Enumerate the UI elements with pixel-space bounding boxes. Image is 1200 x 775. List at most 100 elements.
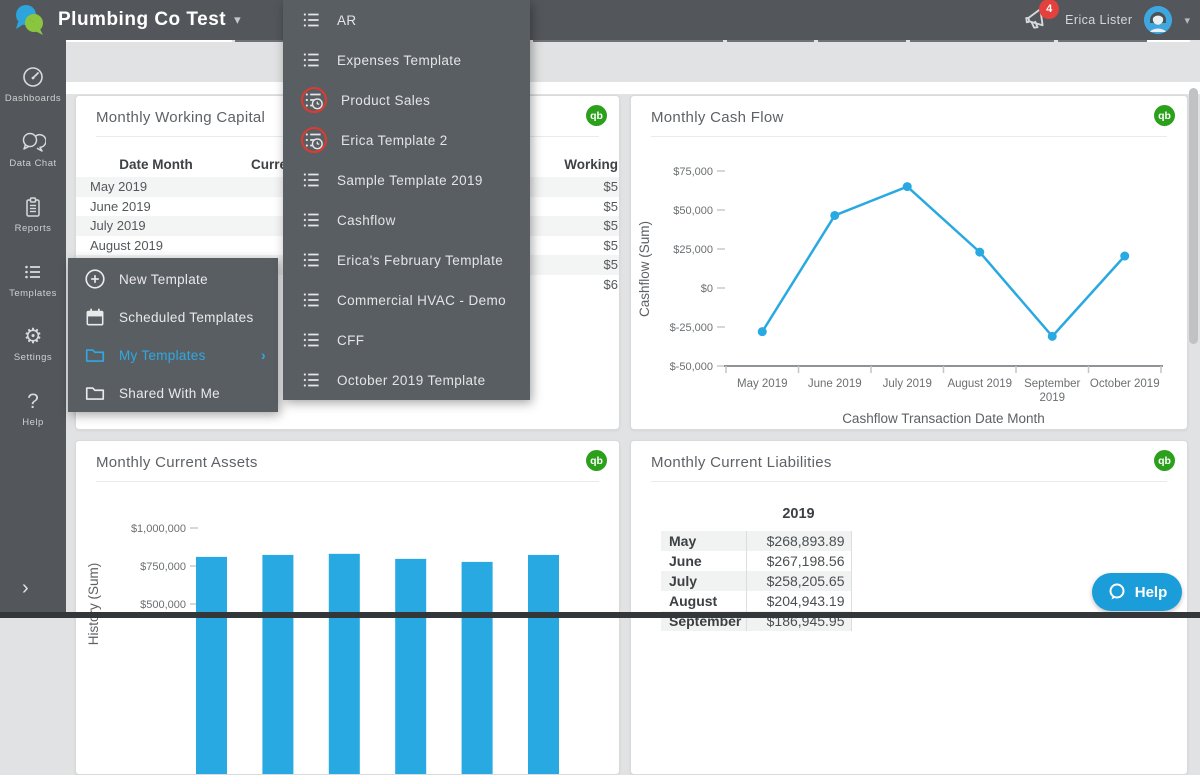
table-row: June 2019 $5 [90,198,618,214]
table-row: May $268,893.89 [661,531,852,551]
question-icon: ? [27,390,39,413]
table-row: June $267,198.56 [661,551,852,571]
column-header-current: Curre [251,156,288,172]
folder-icon [85,387,105,400]
plus-circle-icon [85,269,105,289]
sidebar-item-settings[interactable]: ⚙ Settings [13,325,53,364]
card-title: Monthly Cash Flow [651,109,784,126]
template-item-label: Erica's February Template [337,252,504,268]
sidebar-item-data-chat[interactable]: Data Chat [0,117,66,182]
template-item-label: Sample Template 2019 [337,172,483,188]
vertical-scrollbar-thumb[interactable] [1189,88,1198,344]
sidebar-item-reports[interactable]: Reports [0,182,66,247]
svg-text:$0: $0 [701,283,713,295]
list-icon [303,293,319,307]
user-name: Erica Lister [1065,13,1133,27]
sidebar: Dashboards Data Chat Reports Templates ⚙… [0,40,66,618]
template-list-item[interactable]: Erica Template 2 [283,120,530,160]
table-row: $6 [603,276,618,292]
card-title: Monthly Current Liabilities [651,454,832,471]
template-list-item[interactable]: CFF [283,320,530,360]
template-list-item[interactable]: AR [283,0,530,40]
company-name[interactable]: Plumbing Co Test [58,9,227,30]
list-icon [303,213,319,227]
template-item-label: Cashflow [337,212,396,228]
list-icon [303,253,319,267]
scheduled-list-icon [301,87,327,113]
gear-icon: ⚙ [23,325,43,348]
gauge-icon [23,67,43,87]
list-icon [303,173,319,187]
template-item-label: Expenses Template [337,52,462,68]
svg-text:$500,000: $500,000 [140,599,186,611]
user-chevron-down-icon[interactable]: ▾ [1184,14,1190,27]
notification-badge: 4 [1039,0,1060,19]
sidebar-expand-chevron-icon[interactable]: › [22,577,29,599]
template-item-label: Commercial HVAC - Demo [337,292,507,308]
sidebar-item-templates[interactable]: Templates [0,247,66,312]
templates-menu-panel: New Template Scheduled Templates My Temp… [68,258,278,412]
menu-item-my-templates[interactable]: My Templates › [68,336,278,374]
table-row: August 2019 $5 [90,237,618,253]
svg-text:Cashflow Transaction Date Mont: Cashflow Transaction Date Month [842,411,1045,426]
content-top-strip [66,82,1200,94]
current-assets-card: Monthly Current Assets qb $1,000,000 $750… [75,440,620,775]
svg-text:Cashflow (Sum): Cashflow (Sum) [637,221,652,317]
help-button[interactable]: Help [1092,573,1182,611]
svg-text:August 2019: August 2019 [947,378,1012,390]
svg-text:October 2019: October 2019 [1090,378,1160,390]
template-list-item[interactable]: Product Sales [283,80,530,120]
svg-text:June 2019: June 2019 [808,378,862,390]
template-item-label: Product Sales [341,92,431,108]
template-list-item[interactable]: Sample Template 2019 [283,160,530,200]
template-list-item[interactable]: October 2019 Template [283,360,530,400]
column-header-working: Working [564,156,618,172]
svg-text:$-50,000: $-50,000 [670,361,713,373]
quickbooks-badge-icon: qb [1154,450,1175,471]
current-assets-bar-chart: $1,000,000 $750,000 $500,000 History (Sum) [76,486,619,774]
megaphone-icon [1025,8,1044,29]
list-icon [303,373,319,387]
card-title: Monthly Working Capital [96,109,266,126]
template-list-item[interactable]: Commercial HVAC - Demo [283,280,530,320]
scheduled-list-icon [301,127,327,153]
svg-text:History (Sum): History (Sum) [86,563,101,646]
table-row: August $204,943.19 [661,591,852,611]
quickbooks-badge-icon: qb [1154,105,1175,126]
menu-item-scheduled-templates[interactable]: Scheduled Templates [68,298,278,336]
svg-text:July 2019: July 2019 [883,378,932,390]
announcements-button[interactable]: 4 [1023,0,1060,35]
template-item-label: CFF [337,332,365,348]
svg-text:May 2019: May 2019 [737,378,788,390]
app-logo-icon [16,5,43,35]
year-column-header: 2019 [782,506,815,522]
company-chevron-down-icon[interactable]: ▾ [234,12,241,27]
calendar-icon [86,308,104,326]
submenu-chevron-right-icon: › [261,347,266,363]
svg-text:$750,000: $750,000 [140,561,186,573]
column-header-date-month: Date Month [119,156,193,172]
template-list-item[interactable]: Cashflow [283,200,530,240]
template-item-label: Erica Template 2 [341,132,448,148]
template-item-label: October 2019 Template [337,372,486,388]
list-icon [25,265,40,279]
quickbooks-badge-icon: qb [586,105,607,126]
chat-bubble-icon [1109,583,1125,600]
bottom-window-edge [0,612,1200,618]
quickbooks-badge-icon: qb [586,450,607,471]
avatar[interactable] [1144,6,1173,34]
list-icon [303,333,319,347]
my-templates-list-panel: AR Expenses Template Product Sales Erica … [283,0,530,400]
svg-text:$25,000: $25,000 [673,244,713,256]
template-list-item[interactable]: Erica's February Template [283,240,530,280]
svg-text:$75,000: $75,000 [673,166,713,178]
sidebar-item-dashboards[interactable]: Dashboards [0,52,66,117]
template-item-label: AR [337,12,357,28]
clipboard-icon [26,197,40,217]
sidebar-item-help[interactable]: ? Help [22,390,44,429]
template-list-item[interactable]: Expenses Template [283,40,530,80]
menu-item-shared-with-me[interactable]: Shared With Me [68,374,278,412]
menu-item-new-template[interactable]: New Template [68,260,278,298]
list-icon [303,13,319,27]
